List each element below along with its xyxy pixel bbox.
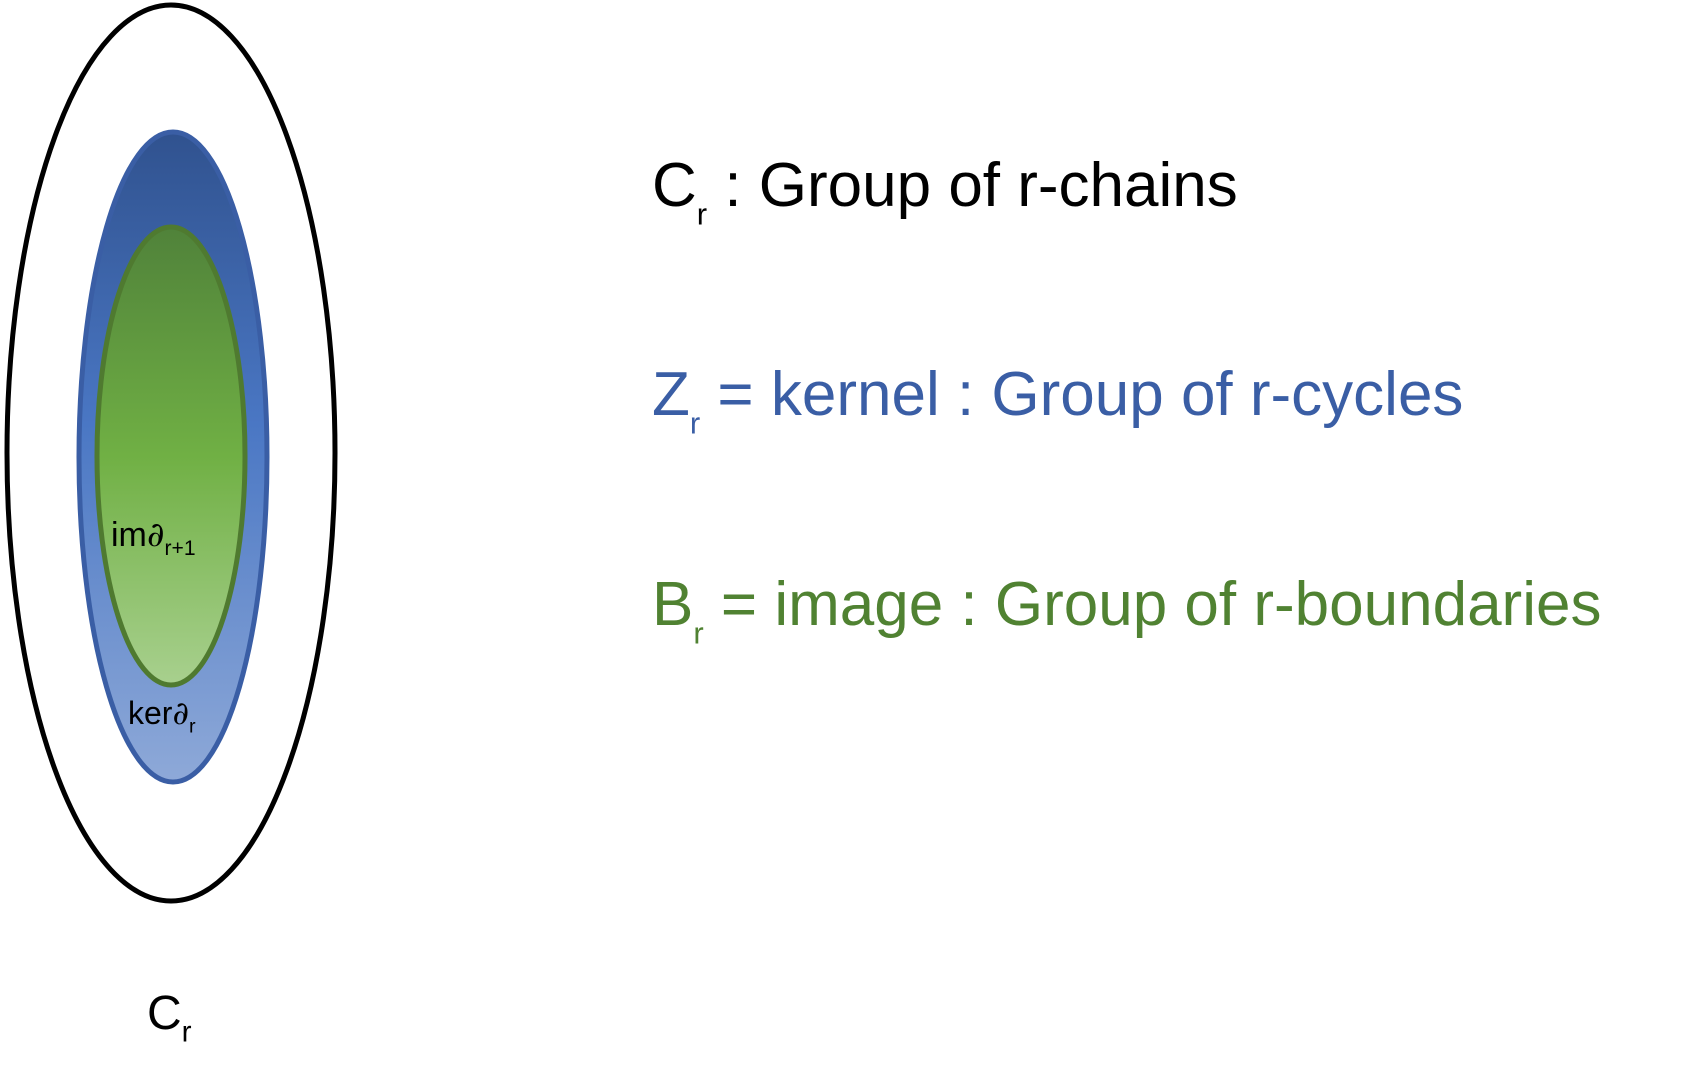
- legend-chains: Cr : Group of r-chains: [652, 151, 1238, 232]
- legend-boundaries: Br = image : Group of r-boundaries: [652, 570, 1602, 651]
- cycles-set-label: ker∂r: [128, 694, 196, 738]
- legend-cycles: Zr = kernel : Group of r-cycles: [652, 360, 1464, 441]
- boundaries-set-ellipse: [94, 224, 248, 688]
- chains-set-label: Cr: [147, 987, 192, 1049]
- boundaries-set-label: im∂r+1: [111, 515, 196, 560]
